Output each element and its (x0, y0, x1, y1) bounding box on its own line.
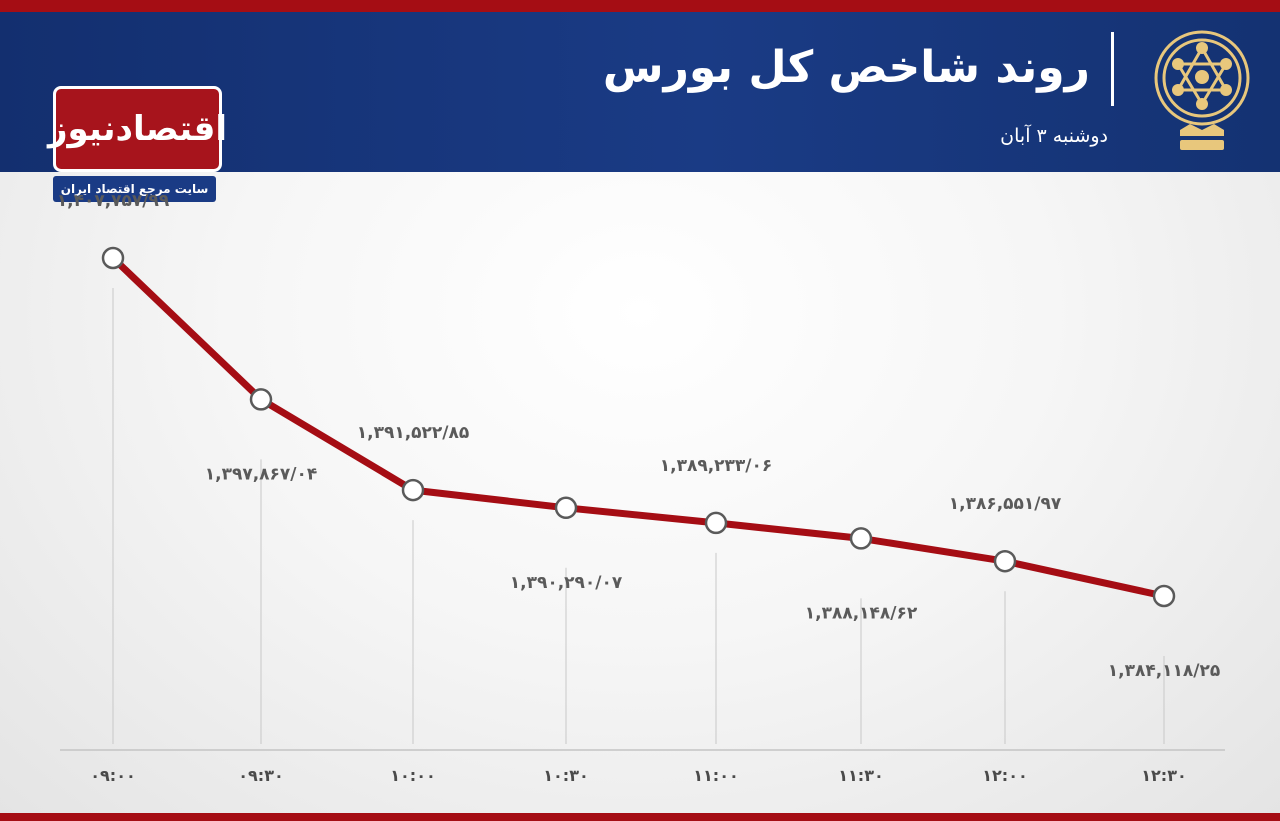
data-label: ۱,۳۸۴,۱۱۸/۲۵ (1108, 661, 1221, 681)
data-label: ۱,۳۹۱,۵۲۲/۸۵ (357, 423, 470, 443)
data-point (704, 511, 728, 535)
stock-exchange-emblem-icon (1154, 30, 1250, 150)
data-label: ۱,۳۸۶,۵۵۱/۹۷ (949, 494, 1062, 514)
series-line (109, 254, 1168, 600)
chart-date: دوشنبه ۳ آبان (1000, 125, 1108, 147)
site-logo: اقتصادنیوز (48, 86, 227, 172)
data-point (249, 388, 273, 411)
data-point (554, 496, 578, 520)
data-point (1152, 584, 1176, 608)
bottom-accent-strip (0, 813, 1280, 821)
x-tick-label: ۱۰:۰۰ (390, 766, 435, 785)
x-tick-label: ۰۹:۳۰ (238, 766, 283, 785)
data-label: ۱,۳۹۰,۲۹۰/۰۷ (510, 573, 623, 593)
x-tick-label: ۱۲:۳۰ (1141, 766, 1186, 785)
data-point (401, 478, 425, 502)
x-tick-label: ۱۱:۰۰ (693, 766, 738, 785)
x-tick-label: ۱۲:۰۰ (982, 766, 1027, 785)
x-tick-label: ۱۱:۳۰ (838, 766, 883, 785)
x-tick-label: ۱۰:۳۰ (543, 766, 588, 785)
x-tick-label: ۰۹:۰۰ (90, 766, 135, 785)
chart-title: روند شاخص کل بورس (602, 42, 1090, 93)
data-point (101, 246, 125, 270)
top-accent-strip (0, 0, 1280, 12)
data-label: ۱,۳۹۷,۸۶۷/۰۴ (205, 464, 318, 484)
data-label: ۱,۳۸۸,۱۴۸/۶۲ (805, 603, 918, 623)
data-label: ۱,۳۸۹,۲۳۳/۰۶ (660, 456, 773, 476)
data-label: ۱,۴۰۷,۷۵۷/۹۹ (57, 191, 170, 211)
title-divider (1111, 32, 1114, 106)
logo-name: اقتصادنیوز (47, 109, 228, 149)
logo-tagline: سایت مرجع اقتصاد ایران (53, 176, 216, 202)
data-point (849, 527, 873, 550)
data-point (993, 549, 1017, 573)
